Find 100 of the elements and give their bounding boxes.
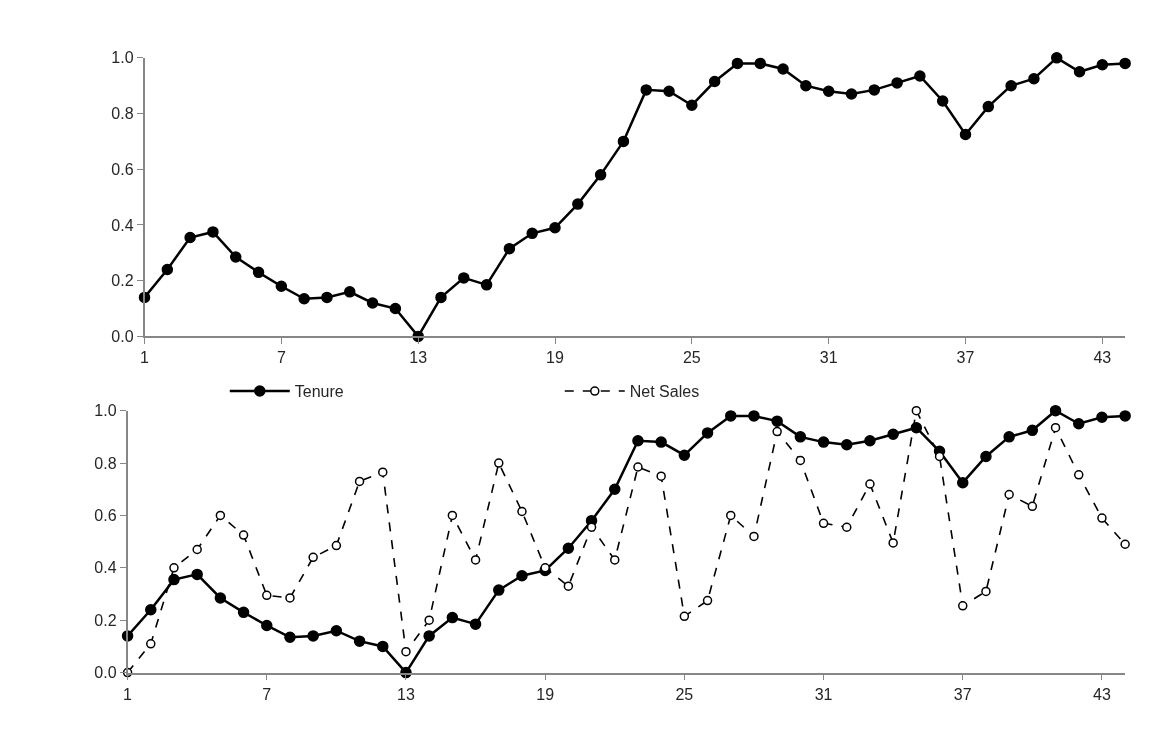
point <box>911 405 922 416</box>
point <box>594 169 607 181</box>
point <box>549 222 561 234</box>
point <box>914 70 926 82</box>
point <box>841 438 853 451</box>
point <box>366 297 379 309</box>
legend-label: Net Sales <box>629 383 700 401</box>
point <box>1003 431 1015 443</box>
point <box>424 615 434 625</box>
point <box>910 421 923 434</box>
y-tick-label: 0.8 <box>111 105 134 123</box>
point <box>702 595 713 606</box>
point <box>284 631 296 643</box>
point <box>262 590 272 601</box>
point <box>238 530 249 540</box>
point <box>252 266 265 279</box>
y-tick-label: 0.4 <box>111 216 134 234</box>
x-tick-label: 37 <box>956 349 975 367</box>
point <box>469 618 482 630</box>
point <box>957 476 969 489</box>
point <box>754 57 767 70</box>
point <box>214 592 227 604</box>
point <box>656 471 666 481</box>
point <box>771 415 783 427</box>
x-tick-label: 19 <box>536 685 555 703</box>
point <box>435 291 447 304</box>
y-tick-label: 0.2 <box>111 272 134 290</box>
point <box>891 77 903 89</box>
point <box>609 483 621 495</box>
point <box>1050 422 1061 433</box>
point <box>686 99 698 111</box>
point <box>1004 489 1014 500</box>
point <box>321 291 333 304</box>
x-tick-label: 31 <box>814 685 833 703</box>
point <box>480 279 493 291</box>
y-tick-label: 0.6 <box>94 507 117 525</box>
point <box>632 435 644 447</box>
point <box>980 450 992 463</box>
point <box>640 84 652 96</box>
point <box>749 531 759 542</box>
point <box>503 242 516 255</box>
x-tick-label: 13 <box>397 685 415 703</box>
point <box>146 639 156 649</box>
point <box>308 552 318 563</box>
x-tick-label: 43 <box>1093 685 1111 703</box>
point <box>772 426 782 437</box>
point <box>887 428 899 440</box>
point <box>731 57 744 70</box>
point <box>261 619 273 632</box>
point <box>517 506 527 517</box>
point <box>184 231 196 244</box>
point <box>344 286 356 298</box>
x-tick-label: 37 <box>953 685 972 703</box>
point <box>794 431 807 443</box>
point <box>215 510 226 521</box>
point <box>493 584 505 596</box>
point <box>842 522 852 532</box>
point <box>516 569 528 582</box>
y-tick-label: 0.0 <box>94 664 117 682</box>
point <box>145 603 157 616</box>
x-tick-label: 25 <box>675 685 694 703</box>
x-tick-label: 7 <box>262 685 272 703</box>
point <box>982 100 995 113</box>
point <box>845 88 858 100</box>
point <box>1074 470 1084 480</box>
point <box>864 435 876 447</box>
point <box>161 263 174 276</box>
x-tick-label: 31 <box>819 349 838 367</box>
point <box>168 573 180 586</box>
point <box>401 646 411 657</box>
point <box>353 635 366 647</box>
x-tick-label: 7 <box>276 349 286 367</box>
y-tick-label: 0.6 <box>111 160 134 178</box>
point <box>1096 411 1108 423</box>
point <box>331 540 342 551</box>
point <box>237 606 250 619</box>
point <box>423 630 435 642</box>
point <box>207 226 219 238</box>
point <box>354 476 365 487</box>
point <box>389 302 402 315</box>
point <box>701 427 714 439</box>
point <box>679 611 690 622</box>
point <box>1119 57 1131 70</box>
point <box>822 85 835 98</box>
point <box>958 601 968 611</box>
x-tick-label: 13 <box>409 349 428 367</box>
point <box>1097 513 1107 523</box>
x-tick-label: 1 <box>123 685 133 703</box>
point <box>1120 539 1130 550</box>
x-tick-label: 19 <box>546 349 565 367</box>
x-tick-label: 25 <box>682 349 701 367</box>
point <box>494 458 504 468</box>
point <box>377 640 389 653</box>
point <box>275 280 288 292</box>
point <box>795 455 806 466</box>
point <box>725 410 737 422</box>
y-tick-label: 0.0 <box>111 328 134 345</box>
point <box>1050 52 1063 64</box>
point <box>229 251 242 263</box>
point <box>655 436 667 448</box>
